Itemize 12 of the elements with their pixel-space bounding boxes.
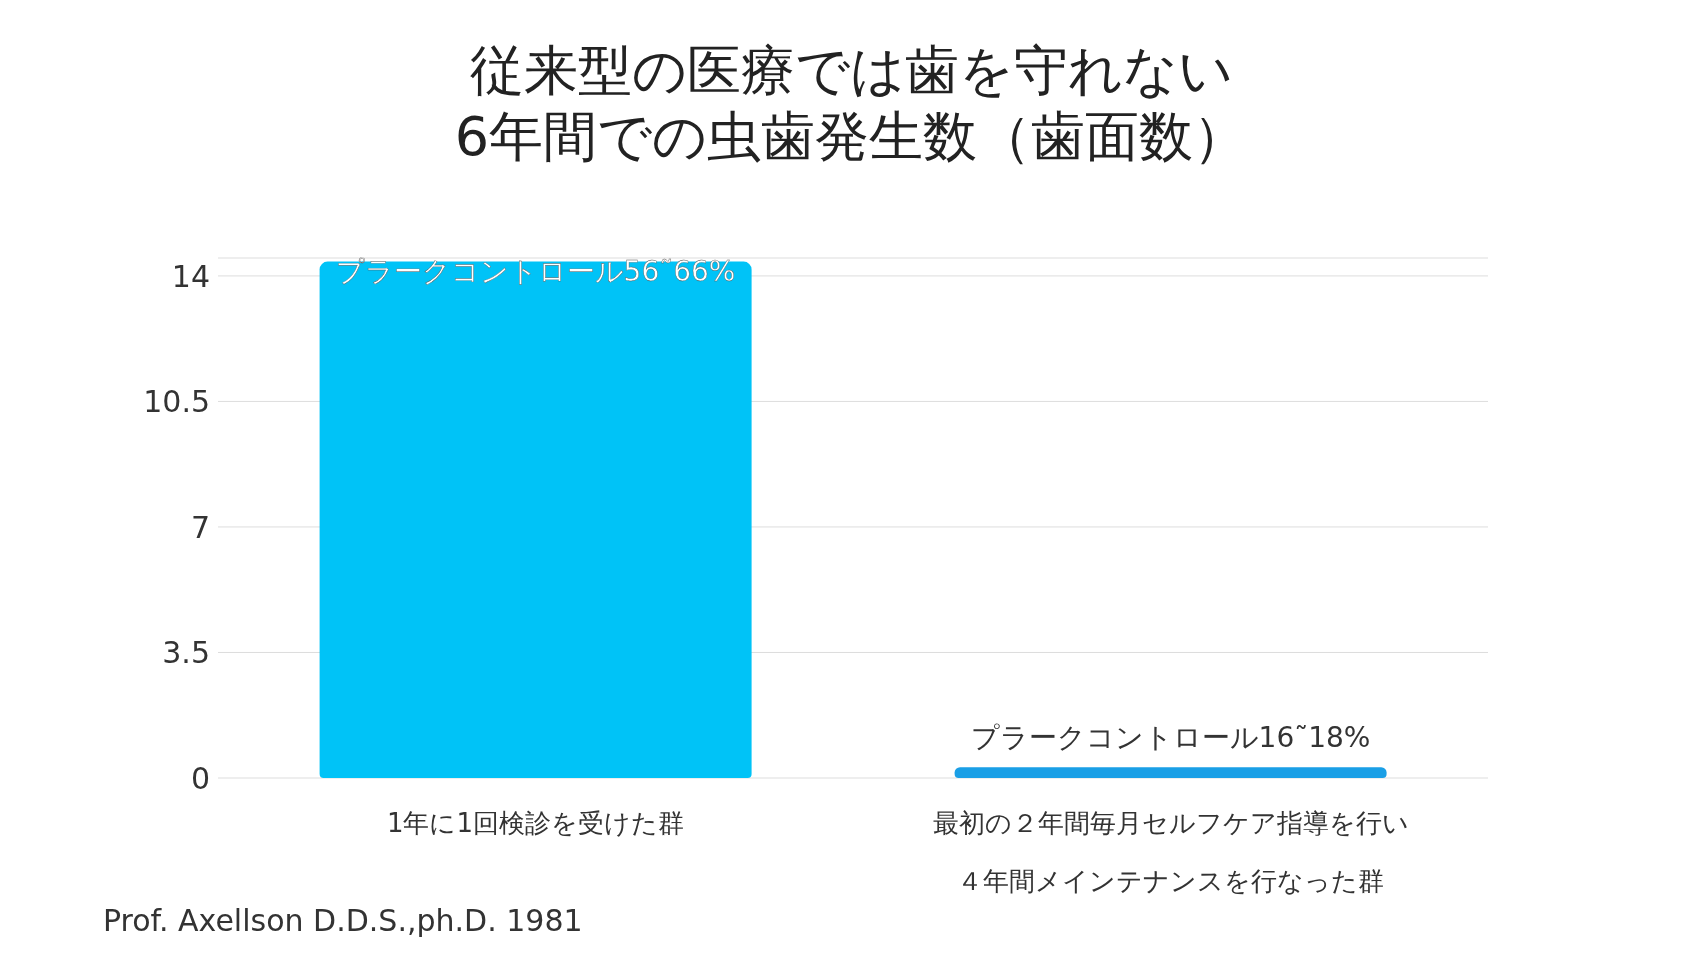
x-tick-label: 1年に1回検診を受けた群 <box>385 807 686 840</box>
y-tick-label: 7 <box>190 509 210 545</box>
annotation: プラークコントロール56˜66% <box>335 255 736 289</box>
y-tick-label: 0 <box>190 760 210 796</box>
chart-subtitle: 6年間での虫歯発生数（歯面数） <box>453 104 1249 170</box>
y-tick-label: 10.5 <box>143 384 210 420</box>
annotation: プラークコントロール16˜18% <box>970 721 1371 755</box>
y-tick-label: 14 <box>171 258 210 294</box>
x-tick-label: 最初の２年間毎月セルフケア指導を行い４年間メインテナンスを行なった群 <box>931 807 1410 898</box>
y-tick-label: 3.5 <box>162 635 210 671</box>
chart-title: 従来型の医療では歯を守れない <box>468 38 1234 104</box>
text: Prof. Axellson D.D.S.,ph.D. 1981 <box>103 903 583 938</box>
